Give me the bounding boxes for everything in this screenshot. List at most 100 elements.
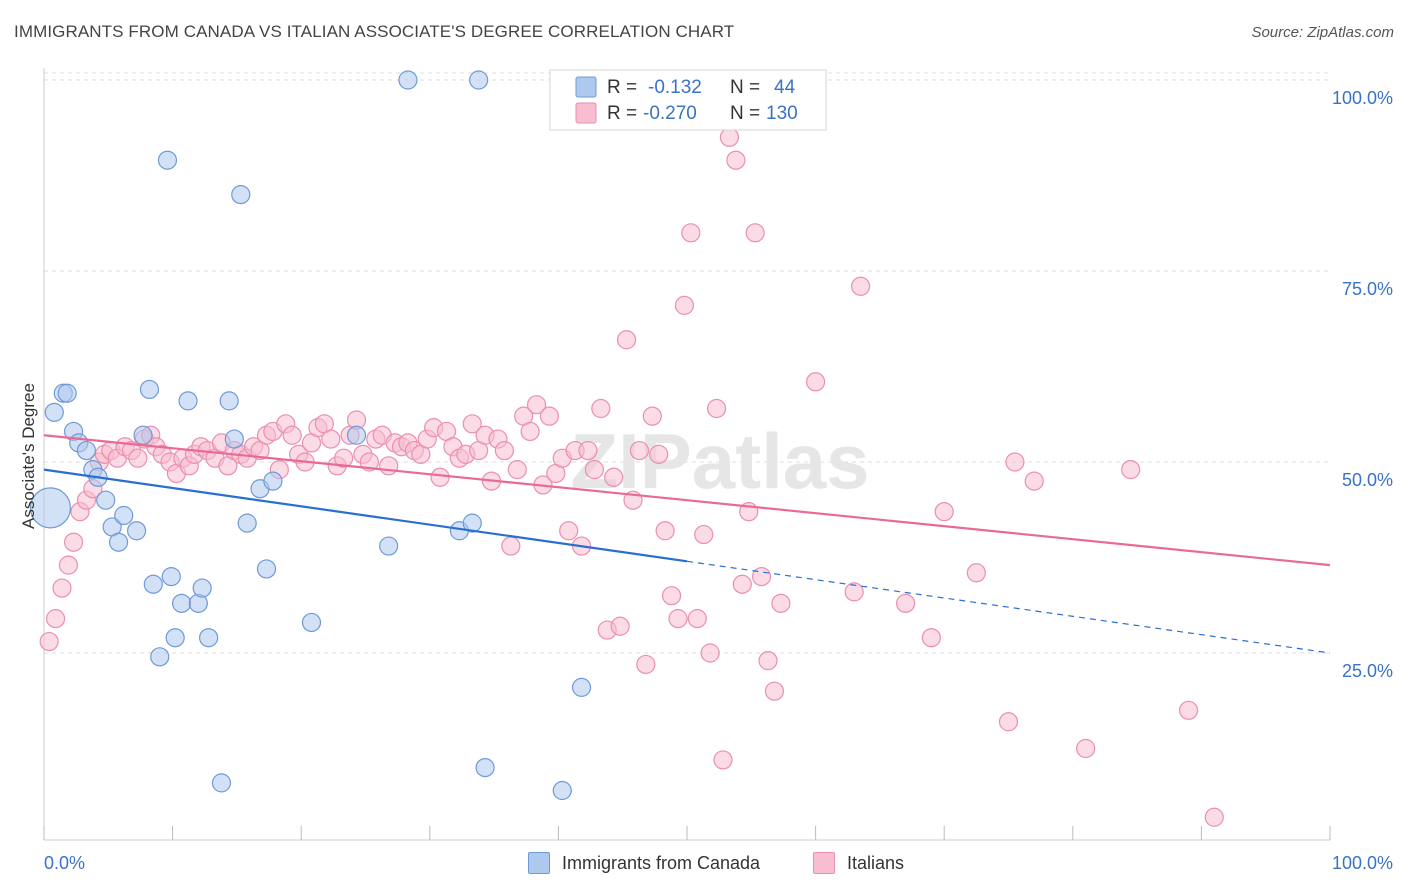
canada-point bbox=[219, 391, 239, 411]
legend-swatch-canada-bottom bbox=[528, 852, 550, 874]
canada-point bbox=[301, 612, 322, 633]
canada-point bbox=[139, 379, 160, 400]
y-tick-label: 75.0% bbox=[1342, 279, 1393, 299]
x-tick-label-min: 0.0% bbox=[44, 853, 85, 873]
legend-r-value-canada: -0.132 bbox=[648, 77, 702, 98]
italians-point bbox=[629, 440, 650, 461]
italians-point bbox=[58, 555, 79, 575]
canada-point bbox=[165, 628, 185, 648]
bottom-legend: Immigrants from Canada Italians bbox=[0, 852, 1406, 878]
italians-point bbox=[719, 127, 740, 147]
canada-point bbox=[469, 70, 489, 90]
italians-point bbox=[501, 536, 521, 556]
canada-point bbox=[157, 150, 178, 170]
italians-point bbox=[706, 398, 727, 419]
source-credit: Source: ZipAtlas.com bbox=[1251, 24, 1394, 41]
canada-point bbox=[133, 425, 153, 445]
trend-lines bbox=[43, 434, 1331, 654]
italians-point bbox=[687, 609, 707, 629]
canada-point bbox=[224, 429, 244, 449]
italians-point bbox=[764, 681, 785, 701]
italians-point bbox=[359, 452, 379, 472]
canada-trend-extension bbox=[686, 560, 1331, 654]
italians-point bbox=[998, 712, 1019, 732]
canada-point bbox=[571, 677, 592, 697]
italians-point bbox=[649, 444, 669, 464]
italians-point bbox=[700, 643, 720, 663]
italians-point bbox=[732, 574, 752, 594]
legend-item-canada: Immigrants from Canada bbox=[528, 852, 760, 874]
legend-label-canada: Immigrants from Canada bbox=[562, 852, 761, 873]
grid-layer bbox=[44, 72, 1330, 654]
legend-n-value-canada: 44 bbox=[774, 77, 796, 98]
legend-label-italians: Italians bbox=[847, 852, 905, 873]
canada-point bbox=[398, 70, 418, 90]
italians-point bbox=[52, 578, 72, 598]
canada-point bbox=[178, 391, 198, 411]
italians-point bbox=[681, 223, 701, 243]
italians-point bbox=[921, 628, 941, 648]
italians-point bbox=[758, 651, 778, 671]
italians-point bbox=[896, 593, 916, 613]
italians-point bbox=[751, 566, 772, 587]
canada-point bbox=[29, 487, 72, 529]
canada-point bbox=[108, 532, 129, 552]
italians-point bbox=[494, 440, 514, 461]
italians-point bbox=[63, 532, 84, 552]
italians-point bbox=[642, 406, 662, 426]
italians-point bbox=[559, 521, 579, 541]
y-tick-label: 25.0% bbox=[1342, 661, 1393, 681]
canada-point bbox=[150, 647, 170, 667]
italians-trend-line bbox=[43, 434, 1331, 567]
italians-point bbox=[539, 406, 559, 426]
y-tick-label: 50.0% bbox=[1342, 470, 1393, 490]
italians-point bbox=[584, 460, 605, 480]
italians-point bbox=[507, 460, 527, 480]
italians-point bbox=[128, 448, 148, 468]
italians-point bbox=[745, 223, 765, 243]
canada-point bbox=[462, 513, 482, 533]
italians-point bbox=[379, 456, 399, 476]
italians-point bbox=[726, 150, 746, 170]
canada-point bbox=[199, 628, 219, 648]
watermark: ZIPatlas bbox=[570, 417, 869, 505]
italians-point bbox=[1024, 471, 1044, 491]
canada-point bbox=[552, 780, 572, 801]
italians-point bbox=[45, 609, 66, 629]
canada-point bbox=[114, 505, 134, 526]
canada-point bbox=[211, 773, 232, 793]
italians-point bbox=[520, 421, 540, 442]
italians-point bbox=[591, 398, 611, 419]
italians-point bbox=[674, 295, 695, 315]
italians-point bbox=[1005, 452, 1025, 472]
italians-point bbox=[462, 414, 482, 434]
italians-point bbox=[844, 582, 864, 602]
italians-points bbox=[39, 127, 1224, 827]
italians-point bbox=[282, 425, 302, 445]
italians-point bbox=[851, 276, 871, 296]
legend-r-label-canada: R = bbox=[607, 77, 637, 98]
italians-point bbox=[713, 750, 733, 770]
canada-point bbox=[346, 425, 367, 445]
x-tick-label-max: 100.0% bbox=[1332, 853, 1393, 873]
y-tick-label: 100.0% bbox=[1332, 88, 1393, 108]
legend-swatch-canada bbox=[575, 76, 597, 98]
canada-point bbox=[143, 574, 163, 594]
italians-point bbox=[655, 521, 675, 541]
italians-point bbox=[668, 609, 688, 629]
italians-point bbox=[610, 616, 630, 636]
italians-point bbox=[430, 467, 450, 487]
italians-point bbox=[604, 467, 624, 487]
italians-point bbox=[1076, 738, 1096, 759]
canada-point bbox=[192, 578, 212, 598]
canada-point bbox=[379, 536, 399, 556]
canada-trend-line bbox=[43, 468, 688, 563]
canada-point bbox=[96, 490, 116, 510]
legend-n-value-italians: 130 bbox=[766, 103, 798, 124]
legend-item-italians: Italians bbox=[813, 852, 904, 874]
canada-point bbox=[57, 383, 77, 403]
italians-point bbox=[966, 563, 986, 583]
italians-point bbox=[526, 395, 547, 415]
legend-box: R = -0.132 N = 44 R = -0.270 N = 130 bbox=[549, 69, 827, 131]
italians-point bbox=[1121, 460, 1141, 480]
